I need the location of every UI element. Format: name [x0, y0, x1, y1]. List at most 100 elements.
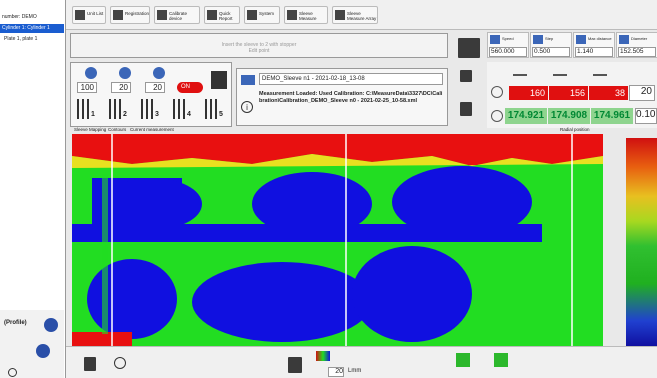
sidebar: number: DEMO Cylinder 1: Cylinder 1 Plat…: [0, 0, 66, 378]
icon: [576, 35, 586, 44]
icon[interactable]: [44, 318, 58, 332]
scale-title: Radial position: [560, 127, 590, 132]
icon[interactable]: [460, 102, 472, 116]
icon: [157, 10, 167, 20]
icon[interactable]: [456, 353, 470, 367]
slot-button[interactable]: 2: [109, 99, 129, 123]
toolbar-label: Unit List: [87, 11, 104, 16]
settings-panel: 100 20 20 ON 1 2 3 4 5: [70, 62, 232, 127]
icon: [247, 10, 257, 20]
tab[interactable]: Sleeve Mapping: [74, 127, 107, 132]
toolbar-label: System: [259, 11, 275, 16]
slot-button[interactable]: 3: [141, 99, 161, 123]
icon: [491, 86, 503, 98]
toolbar-button[interactable]: Registration: [110, 6, 150, 24]
toolbar-label: Calibrate device: [169, 11, 188, 21]
param-label: Speed: [502, 36, 514, 41]
tab[interactable]: Contours: [108, 127, 127, 132]
icon: [491, 110, 503, 122]
setting-value[interactable]: 20: [111, 82, 131, 93]
green-reading: 174.908: [548, 108, 590, 124]
red-input[interactable]: 20: [629, 85, 655, 101]
heatmap-region: [392, 166, 532, 238]
message-text: Insert the sleeve to 2 with stopper: [221, 42, 297, 48]
icon[interactable]: [458, 38, 480, 58]
heatmap-region: [72, 224, 542, 242]
toolbar-label: Sleeve Measure: [299, 11, 317, 21]
readings: 160 174.921 156 174.908 38 174.961 20 0.10: [487, 62, 657, 128]
tree-item[interactable]: Plate 1, plate 1: [4, 36, 38, 42]
file-name[interactable]: DEMO_Sleeve n1 - 2021-02-18_13-08: [259, 73, 443, 85]
green-reading: 174.961: [591, 108, 633, 124]
icon: [619, 35, 629, 44]
heatmap-region: [72, 134, 603, 166]
toolbar: Unit List Registration Calibrate device Qui…: [66, 0, 657, 30]
heatmap-region: [192, 262, 372, 342]
icon[interactable]: [8, 368, 17, 377]
toolbar-button[interactable]: Sleeve Measure Array: [332, 6, 378, 24]
icon[interactable]: [288, 357, 302, 373]
heatmap-region: [252, 172, 372, 236]
heatmap-region: [72, 246, 603, 252]
icon: [77, 99, 91, 119]
heatmap: [72, 134, 603, 346]
slot-number: 4: [187, 111, 191, 118]
info-icon: i: [241, 101, 253, 113]
param-value[interactable]: 0.500: [532, 47, 570, 57]
icon: [207, 10, 217, 20]
icon: [75, 10, 85, 20]
icon: [553, 68, 567, 76]
icon: [316, 351, 330, 361]
icon: [241, 75, 255, 85]
icon: [153, 67, 165, 79]
icon: [205, 99, 219, 119]
heatmap-region: [352, 246, 472, 342]
red-reading: 156: [549, 86, 588, 100]
icon[interactable]: [36, 344, 50, 358]
toolbar-label: Registration: [125, 11, 150, 16]
icon[interactable]: [84, 357, 96, 371]
toolbar-button[interactable]: Sleeve Measure: [284, 6, 328, 24]
slot-number: 2: [123, 111, 127, 118]
icon: [335, 10, 345, 20]
heatmap-region: [87, 259, 177, 339]
param: Max distance 1.140: [573, 32, 615, 58]
icon: [113, 10, 123, 20]
heatmap-region: [72, 154, 603, 168]
icon[interactable]: [460, 70, 472, 82]
setting-value[interactable]: 20: [145, 82, 165, 93]
slot-button[interactable]: 5: [205, 99, 225, 123]
setting-value[interactable]: 100: [77, 82, 97, 93]
toolbar-button[interactable]: Unit List: [72, 6, 106, 24]
slot-button[interactable]: 1: [77, 99, 97, 123]
icon: [109, 99, 123, 119]
param-label: Step: [545, 36, 554, 41]
file-info: Measurement Loaded: Used Calibration: C:…: [259, 91, 443, 104]
icon: [173, 99, 187, 119]
toolbar-button[interactable]: System: [244, 6, 280, 24]
bottom-value[interactable]: 20: [328, 367, 344, 377]
toggle[interactable]: ON: [177, 82, 203, 93]
green-reading: 174.921: [505, 108, 547, 124]
param-label: Diameter: [631, 36, 648, 41]
param-value[interactable]: 560.000: [489, 47, 527, 57]
tab[interactable]: Current measurement: [130, 127, 174, 132]
param-value[interactable]: 1.140: [575, 47, 613, 57]
icon[interactable]: [494, 353, 508, 367]
toolbar-button[interactable]: Calibrate device: [154, 6, 200, 24]
icon[interactable]: [114, 357, 126, 369]
toolbar-button[interactable]: Quick Report: [204, 6, 240, 24]
param-value[interactable]: 152.505: [618, 47, 656, 57]
tree-item[interactable]: Cylinder 1: Cylinder 1: [0, 24, 64, 33]
sidebar-title: number: DEMO: [2, 14, 37, 20]
icon[interactable]: [211, 71, 227, 89]
message-box: Insert the sleeve to 2 with stopper Edit…: [70, 33, 448, 58]
bottom-unit: Lmm: [348, 368, 362, 374]
message-text: Edit point: [248, 48, 270, 54]
param-label: Max distance: [588, 36, 612, 41]
param: Diameter 152.505: [616, 32, 657, 58]
slot-button[interactable]: 4: [173, 99, 193, 123]
green-input[interactable]: 0.10: [635, 108, 657, 124]
color-scale: [626, 138, 657, 346]
